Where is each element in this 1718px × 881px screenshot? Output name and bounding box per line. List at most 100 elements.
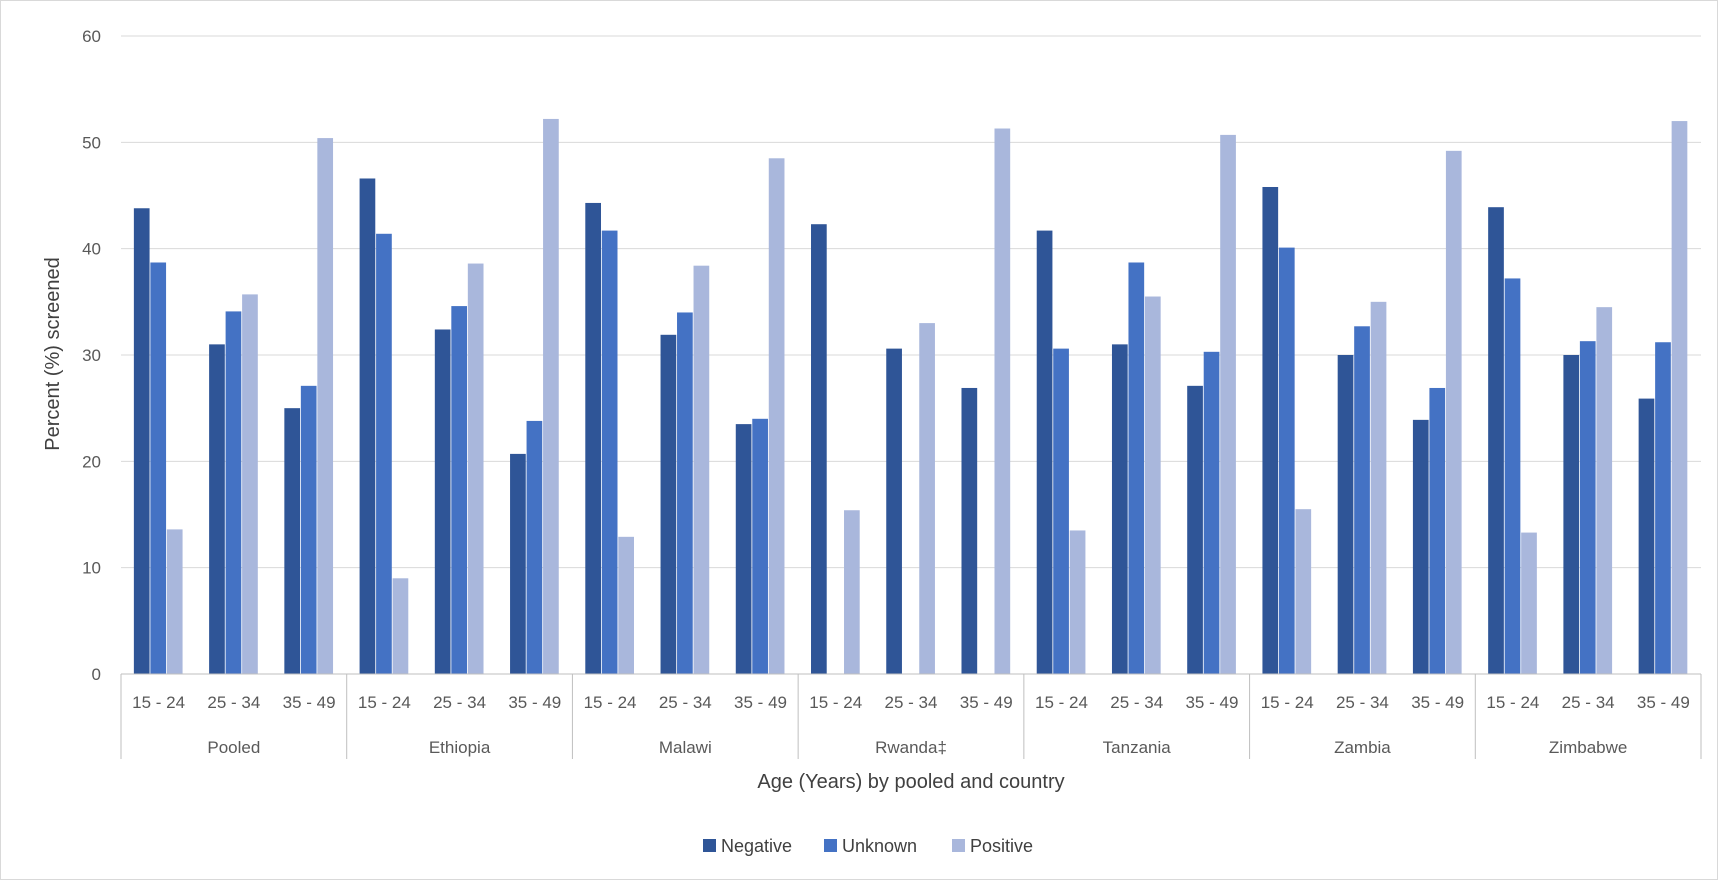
bar-unknown xyxy=(451,306,468,674)
bar-negative xyxy=(510,453,526,674)
bar-unknown xyxy=(376,233,392,674)
bar-negative xyxy=(1111,344,1128,674)
x-subcategory-label: 15 - 24 xyxy=(809,693,862,712)
x-subcategory-label: 35 - 49 xyxy=(960,693,1013,712)
bar-negative xyxy=(1262,186,1279,674)
x-group-label: Malawi xyxy=(659,738,712,757)
x-subcategory-label: 15 - 24 xyxy=(132,693,185,712)
bar-unknown xyxy=(601,230,618,674)
bar-unknown xyxy=(1429,387,1446,674)
bar-negative xyxy=(811,224,827,674)
bar-negative xyxy=(1563,355,1580,674)
bar-negative xyxy=(961,387,978,674)
y-tick-label: 20 xyxy=(82,452,101,471)
x-subcategory-label: 25 - 34 xyxy=(1562,693,1615,712)
bar-unknown xyxy=(1354,326,1370,674)
bar-negative xyxy=(284,408,301,674)
x-subcategory-label: 15 - 24 xyxy=(358,693,411,712)
bar-negative xyxy=(1488,207,1504,675)
bar-positive xyxy=(844,510,860,674)
x-subcategory-label: 15 - 24 xyxy=(584,693,637,712)
bar-positive xyxy=(1069,530,1086,674)
legend-swatch-positive xyxy=(952,839,965,852)
x-subcategory-label: 25 - 34 xyxy=(1110,693,1163,712)
bar-positive xyxy=(1295,509,1312,674)
bar-negative xyxy=(1638,398,1655,674)
bar-negative xyxy=(359,178,376,674)
bar-positive xyxy=(1521,532,1537,674)
bar-positive xyxy=(1370,301,1387,674)
legend-swatch-negative xyxy=(703,839,716,852)
bar-positive xyxy=(467,263,484,674)
x-subcategory-label: 35 - 49 xyxy=(508,693,561,712)
x-axis: 15 - 24 25 - 34 35 - 49 Pooled 15 - 24 25 - 3… xyxy=(120,673,1702,759)
bar-negative xyxy=(886,348,902,674)
x-subcategory-label: 25 - 34 xyxy=(659,693,712,712)
bar-unknown xyxy=(1579,341,1596,674)
bar-unknown xyxy=(1053,348,1069,674)
bar-positive xyxy=(768,158,785,675)
gridlines xyxy=(121,35,1701,569)
y-tick-label: 40 xyxy=(82,240,101,259)
bar-positive xyxy=(1220,134,1236,674)
legend-label-unknown: Unknown xyxy=(842,836,917,856)
legend-label-positive: Positive xyxy=(970,836,1033,856)
bar-negative xyxy=(660,334,677,674)
bar-unknown xyxy=(300,385,317,674)
bar-negative xyxy=(209,344,225,674)
x-subcategory-label: 35 - 49 xyxy=(283,693,336,712)
x-group-label: Zimbabwe xyxy=(1549,738,1627,757)
x-subcategory-label: 35 - 49 xyxy=(1411,693,1464,712)
bar-positive xyxy=(994,128,1011,674)
bar-positive xyxy=(392,578,409,674)
bar-negative xyxy=(1036,230,1053,674)
x-axis-title: Age (Years) by pooled and country xyxy=(757,771,1064,793)
legend-label-negative: Negative xyxy=(721,836,792,856)
bar-unknown xyxy=(677,312,693,674)
bars xyxy=(133,118,1688,675)
bar-positive xyxy=(919,323,935,674)
bar-positive xyxy=(1596,307,1613,674)
bar-unknown xyxy=(1655,342,1671,674)
bar-positive xyxy=(1144,296,1161,674)
bar-unknown xyxy=(1128,262,1145,674)
bar-unknown xyxy=(225,311,242,674)
bar-unknown xyxy=(526,420,543,674)
x-group-label: Rwanda‡ xyxy=(875,738,947,757)
bar-unknown xyxy=(752,418,768,674)
y-axis-tick-labels: 0 10 20 30 40 50 60 xyxy=(82,27,101,684)
bar-unknown xyxy=(1278,247,1295,674)
bar-negative xyxy=(585,202,601,674)
bar-unknown xyxy=(1203,351,1220,674)
y-tick-label: 60 xyxy=(82,27,101,46)
y-tick-label: 10 xyxy=(82,559,101,578)
x-subcategory-label: 25 - 34 xyxy=(433,693,486,712)
x-subcategory-label: 35 - 49 xyxy=(734,693,787,712)
x-group-label: Tanzania xyxy=(1103,738,1172,757)
bar-positive xyxy=(693,265,710,674)
x-group-label: Pooled xyxy=(207,738,260,757)
legend-swatch-unknown xyxy=(824,839,837,852)
bar-negative xyxy=(1412,419,1429,674)
x-subcategory-label: 15 - 24 xyxy=(1486,693,1539,712)
x-group-label: Ethiopia xyxy=(429,738,491,757)
legend: Negative Unknown Positive xyxy=(703,836,1033,856)
bar-negative xyxy=(1187,385,1203,674)
x-subcategory-label: 25 - 34 xyxy=(885,693,938,712)
bar-positive xyxy=(317,138,334,674)
bar-negative xyxy=(434,329,451,674)
bar-negative xyxy=(133,208,150,674)
bar-unknown xyxy=(150,262,167,674)
bar-positive xyxy=(543,118,559,674)
bar-positive xyxy=(166,529,183,674)
x-subcategory-label: 15 - 24 xyxy=(1035,693,1088,712)
x-group-label: Zambia xyxy=(1334,738,1391,757)
x-subcategory-label: 35 - 49 xyxy=(1637,693,1690,712)
bar-negative xyxy=(1337,355,1354,674)
x-subcategory-label: 25 - 34 xyxy=(207,693,260,712)
bar-positive xyxy=(242,294,258,674)
bar-unknown xyxy=(1504,278,1521,674)
bar-positive xyxy=(1445,150,1462,675)
